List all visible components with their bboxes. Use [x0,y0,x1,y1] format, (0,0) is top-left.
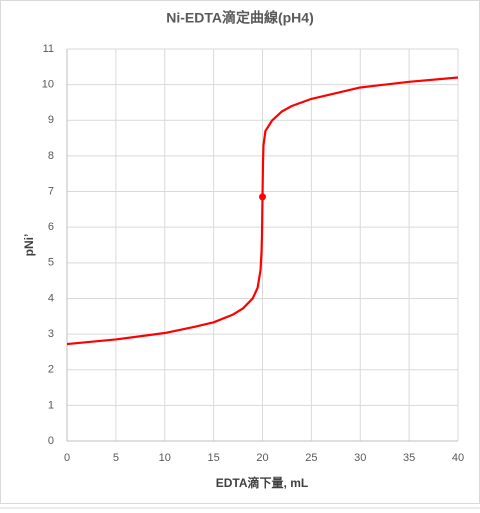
x-axis-title: EDTA滴下量, mL [216,475,308,490]
x-tick-label: 40 [452,452,464,464]
x-tick-label: 20 [256,452,268,464]
x-tick-label: 15 [208,452,220,464]
y-tick-label: 11 [43,43,54,55]
chart-title: Ni-EDTA滴定曲線(pH4) [166,10,314,26]
y-tick-label: 2 [48,364,54,376]
x-tick-label: 10 [159,452,171,464]
y-tick-label: 6 [48,221,54,233]
data-line [66,76,459,346]
y-tick-label: 10 [42,79,54,91]
data-point [259,193,266,201]
x-tick-label: 30 [354,452,366,464]
y-tick-label: 9 [48,114,54,126]
x-tick-label: 25 [305,452,317,464]
x-tick-label: 0 [64,452,70,464]
x-tick-label: 5 [113,452,119,464]
x-tick-label: 35 [403,452,415,464]
y-tick-label: 8 [48,150,54,162]
y-tick-label: 4 [48,292,54,304]
y-tick-label: 5 [48,257,54,269]
y-tick-label: 7 [48,185,54,197]
y-tick-label: 1 [48,399,54,411]
y-axis-title: pNi’ [22,234,36,257]
y-tick-label: 3 [48,328,54,340]
y-tick-label: 0 [48,435,54,447]
